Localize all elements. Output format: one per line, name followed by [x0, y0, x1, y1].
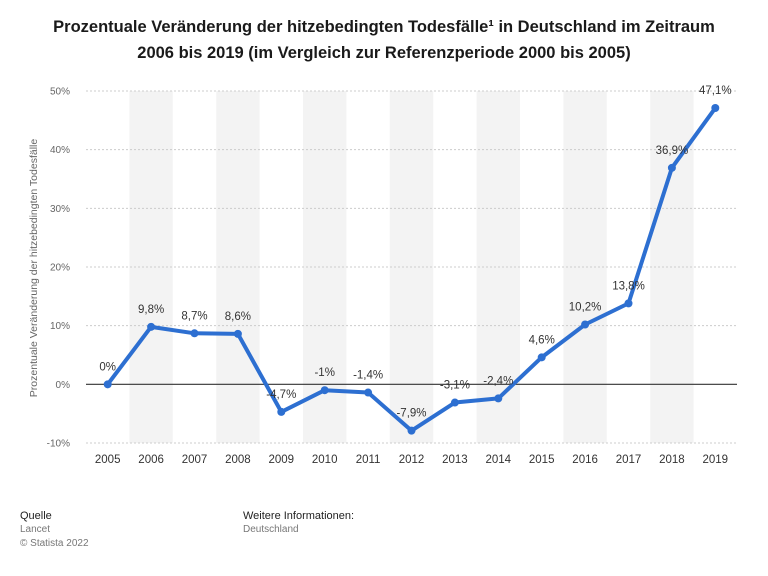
- background-band: [563, 91, 607, 443]
- chart-title-line2: 2006 bis 2019 (im Vergleich zur Referenz…: [137, 44, 631, 62]
- info-heading: Weitere Informationen:: [243, 510, 355, 522]
- y-tick-label: 40%: [50, 145, 70, 156]
- chart-title-line1: Prozentuale Veränderung der hitzebedingt…: [53, 18, 715, 36]
- data-label: 8,6%: [225, 311, 251, 323]
- data-point: [277, 407, 286, 416]
- x-tick-label: 2008: [225, 454, 251, 466]
- x-tick-label: 2018: [659, 454, 685, 466]
- data-point: [711, 104, 720, 113]
- y-tick-label: 20%: [50, 263, 70, 274]
- data-label: 47,1%: [699, 85, 732, 97]
- data-label: -7,9%: [396, 408, 426, 420]
- info-value: Deutschland: [243, 524, 299, 535]
- data-label: -1,4%: [353, 370, 383, 382]
- x-tick-label: 2011: [356, 454, 381, 466]
- x-axis-ticks: 2005 2006 2007 2008 2009 2010 2011 2012 2013 2014…: [95, 454, 728, 466]
- y-tick-label: -10%: [47, 439, 70, 450]
- x-tick-label: 2009: [269, 454, 295, 466]
- x-tick-label: 2006: [138, 454, 164, 466]
- y-tick-label: 0%: [56, 380, 71, 391]
- data-labels: 0% 9,8% 8,7% 8,6% -4,7% -1% -1,4% -7,9% -3,1% -2,…: [99, 85, 731, 420]
- data-point: [147, 322, 156, 331]
- data-point: [450, 398, 459, 407]
- data-points: [103, 104, 720, 435]
- x-tick-label: 2019: [703, 454, 729, 466]
- data-point: [103, 380, 112, 389]
- gridlines: [86, 90, 737, 444]
- source-block: Quelle Lancet © Statista 2022: [20, 509, 89, 551]
- x-tick-label: 2014: [486, 454, 512, 466]
- x-tick-label: 2015: [529, 454, 555, 466]
- source-heading: Quelle: [20, 510, 52, 522]
- chart-title: Prozentuale Veränderung der hitzebedingt…: [20, 14, 748, 66]
- data-point: [537, 353, 546, 362]
- x-tick-label: 2017: [616, 454, 642, 466]
- x-tick-label: 2007: [182, 454, 208, 466]
- data-label: -4,7%: [266, 389, 296, 401]
- data-point: [364, 388, 373, 397]
- x-tick-label: 2016: [572, 454, 598, 466]
- data-label: 0%: [99, 361, 116, 373]
- data-label: -1%: [314, 367, 334, 379]
- x-tick-label: 2010: [312, 454, 338, 466]
- data-point: [233, 329, 242, 338]
- y-tick-label: 10%: [50, 321, 70, 332]
- x-tick-label: 2005: [95, 454, 121, 466]
- copyright: © Statista 2022: [20, 538, 89, 549]
- data-point: [667, 163, 676, 172]
- data-label: 10,2%: [569, 301, 602, 313]
- data-label: -2,4%: [483, 375, 513, 387]
- y-axis-label: Prozentuale Veränderung der hitzebedingt…: [28, 139, 40, 398]
- data-point: [407, 426, 416, 435]
- y-tick-label: 50%: [50, 87, 70, 98]
- data-point: [494, 394, 503, 403]
- data-label: 9,8%: [138, 304, 164, 316]
- data-point: [624, 299, 633, 308]
- data-label: 4,6%: [529, 334, 555, 346]
- data-point: [581, 320, 590, 329]
- data-label: 13,8%: [612, 280, 645, 292]
- info-block: Weitere Informationen: Deutschland: [243, 509, 354, 537]
- y-tick-label: 30%: [50, 204, 70, 215]
- y-axis-ticks: -10% 0% 10% 20% 30% 40% 50%: [47, 87, 70, 450]
- data-point: [320, 386, 329, 395]
- data-label: 8,7%: [181, 310, 207, 322]
- data-label: 36,9%: [656, 145, 689, 157]
- x-tick-label: 2012: [399, 454, 425, 466]
- data-label: -3,1%: [440, 380, 470, 392]
- source-name: Lancet: [20, 524, 51, 535]
- data-point: [190, 329, 199, 338]
- x-tick-label: 2013: [442, 454, 468, 466]
